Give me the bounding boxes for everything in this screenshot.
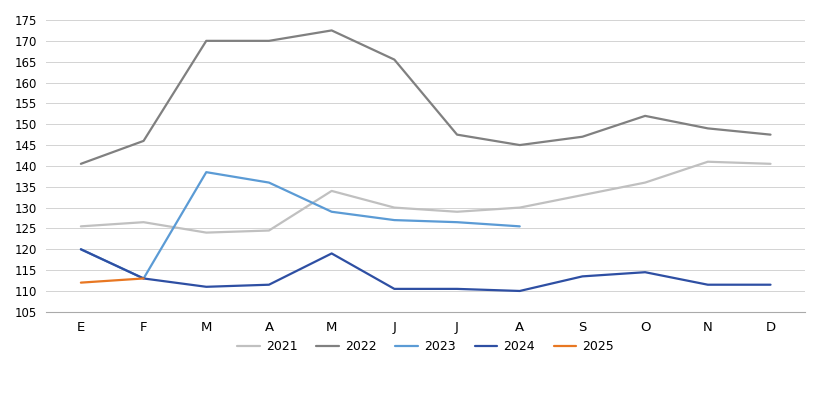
2024 [451, 286, 461, 291]
2021 [451, 209, 461, 214]
Line: 2023: 2023 [81, 172, 519, 278]
2023 [451, 220, 461, 224]
2022 [451, 132, 461, 137]
2021 [389, 205, 399, 210]
2021 [76, 224, 86, 229]
2023 [201, 170, 211, 174]
Line: 2025: 2025 [81, 278, 143, 283]
2021 [702, 159, 712, 164]
2023 [514, 224, 524, 229]
2022 [577, 134, 586, 139]
2022 [389, 57, 399, 62]
Line: 2022: 2022 [81, 30, 770, 164]
2024 [201, 284, 211, 289]
2021 [514, 205, 524, 210]
2024 [389, 286, 399, 291]
2021 [577, 193, 586, 198]
2024 [765, 282, 775, 287]
2021 [264, 228, 274, 233]
2022 [765, 132, 775, 137]
2023 [76, 247, 86, 252]
2023 [264, 180, 274, 185]
2024 [264, 282, 274, 287]
2025 [138, 276, 148, 281]
2022 [201, 38, 211, 43]
2021 [138, 220, 148, 224]
2024 [702, 282, 712, 287]
2024 [138, 276, 148, 281]
2023 [138, 276, 148, 281]
2022 [640, 114, 649, 118]
2021 [201, 230, 211, 235]
2024 [514, 288, 524, 293]
2023 [326, 209, 336, 214]
Line: 2024: 2024 [81, 249, 770, 291]
Legend: 2021, 2022, 2023, 2024, 2025: 2021, 2022, 2023, 2024, 2025 [232, 335, 618, 358]
2023 [389, 218, 399, 222]
2022 [702, 126, 712, 131]
2021 [765, 162, 775, 166]
2022 [514, 143, 524, 148]
Line: 2021: 2021 [81, 162, 770, 233]
2022 [264, 38, 274, 43]
2022 [138, 138, 148, 143]
2024 [76, 247, 86, 252]
2021 [326, 188, 336, 193]
2025 [76, 280, 86, 285]
2024 [326, 251, 336, 256]
2022 [76, 162, 86, 166]
2024 [577, 274, 586, 279]
2024 [640, 270, 649, 275]
2021 [640, 180, 649, 185]
2022 [326, 28, 336, 33]
